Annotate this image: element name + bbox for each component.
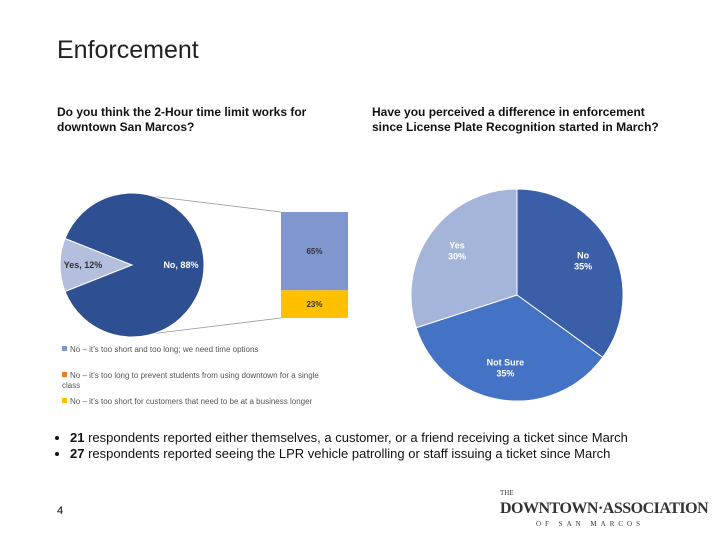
logo: THE DOWNTOWN·ASSOCIATION OF SAN MARCOS [500,482,709,528]
bullet-text: respondents reported seeing the LPR vehi… [88,446,611,461]
legend-label: No – it’s too short for customers that n… [70,397,313,406]
legend-entry: No – it’s too short for customers that n… [62,397,332,407]
bar-segment [281,290,348,318]
slice-label: Yes, 12% [64,260,103,270]
bullet-count: 27 [70,446,85,461]
connector [149,195,282,213]
slice-label: No, 88% [163,260,198,270]
bullet-text: respondents reported either themselves, … [88,430,628,445]
pie-slice [415,294,604,402]
legend-label: No – it’s too long to prevent students f… [62,371,319,390]
slice-label: 35% [496,368,514,378]
pie-slice [516,188,624,359]
pie-slice [64,192,205,338]
chart-title: Do you think the 2-Hour time limit works… [57,105,307,134]
legend-swatch [62,398,67,403]
slice-label: 30% [448,251,466,261]
slice-category: Not Sure [487,357,525,367]
legend-label: No – it’s too short and too long; we nee… [70,345,259,354]
bullet: 27 respondents reported seeing the LPR v… [70,446,710,462]
pie-slice [410,188,518,329]
slice-category: Yes [449,240,465,250]
slice-label: 35% [574,261,592,271]
legend-swatch [62,346,67,351]
bullet-count: 21 [70,430,85,445]
slide-title: Enforcement [57,36,199,64]
bullet: 21 respondents reported either themselve… [70,430,710,446]
legend: No – it’s too short and too long; we nee… [62,345,332,423]
connector [149,317,282,335]
logo-name: DOWNTOWN·ASSOCIATION [500,500,709,517]
legend-swatch [62,372,67,377]
slice-category: No [577,250,589,260]
page-number: 4 [57,505,64,517]
bar-segment [281,212,348,291]
bullets: 21 respondents reported either themselve… [52,430,710,462]
logo-top: THE [500,489,514,497]
legend-entry: No – it’s too long to prevent students f… [62,371,332,391]
legend-entry: No – it’s too short and too long; we nee… [62,345,332,355]
logo-sub: OF SAN MARCOS [535,520,645,528]
chart-title: Have you perceived a difference in enfor… [372,105,659,134]
bar-label: 65% [306,247,322,256]
bar-label: 23% [306,300,322,309]
